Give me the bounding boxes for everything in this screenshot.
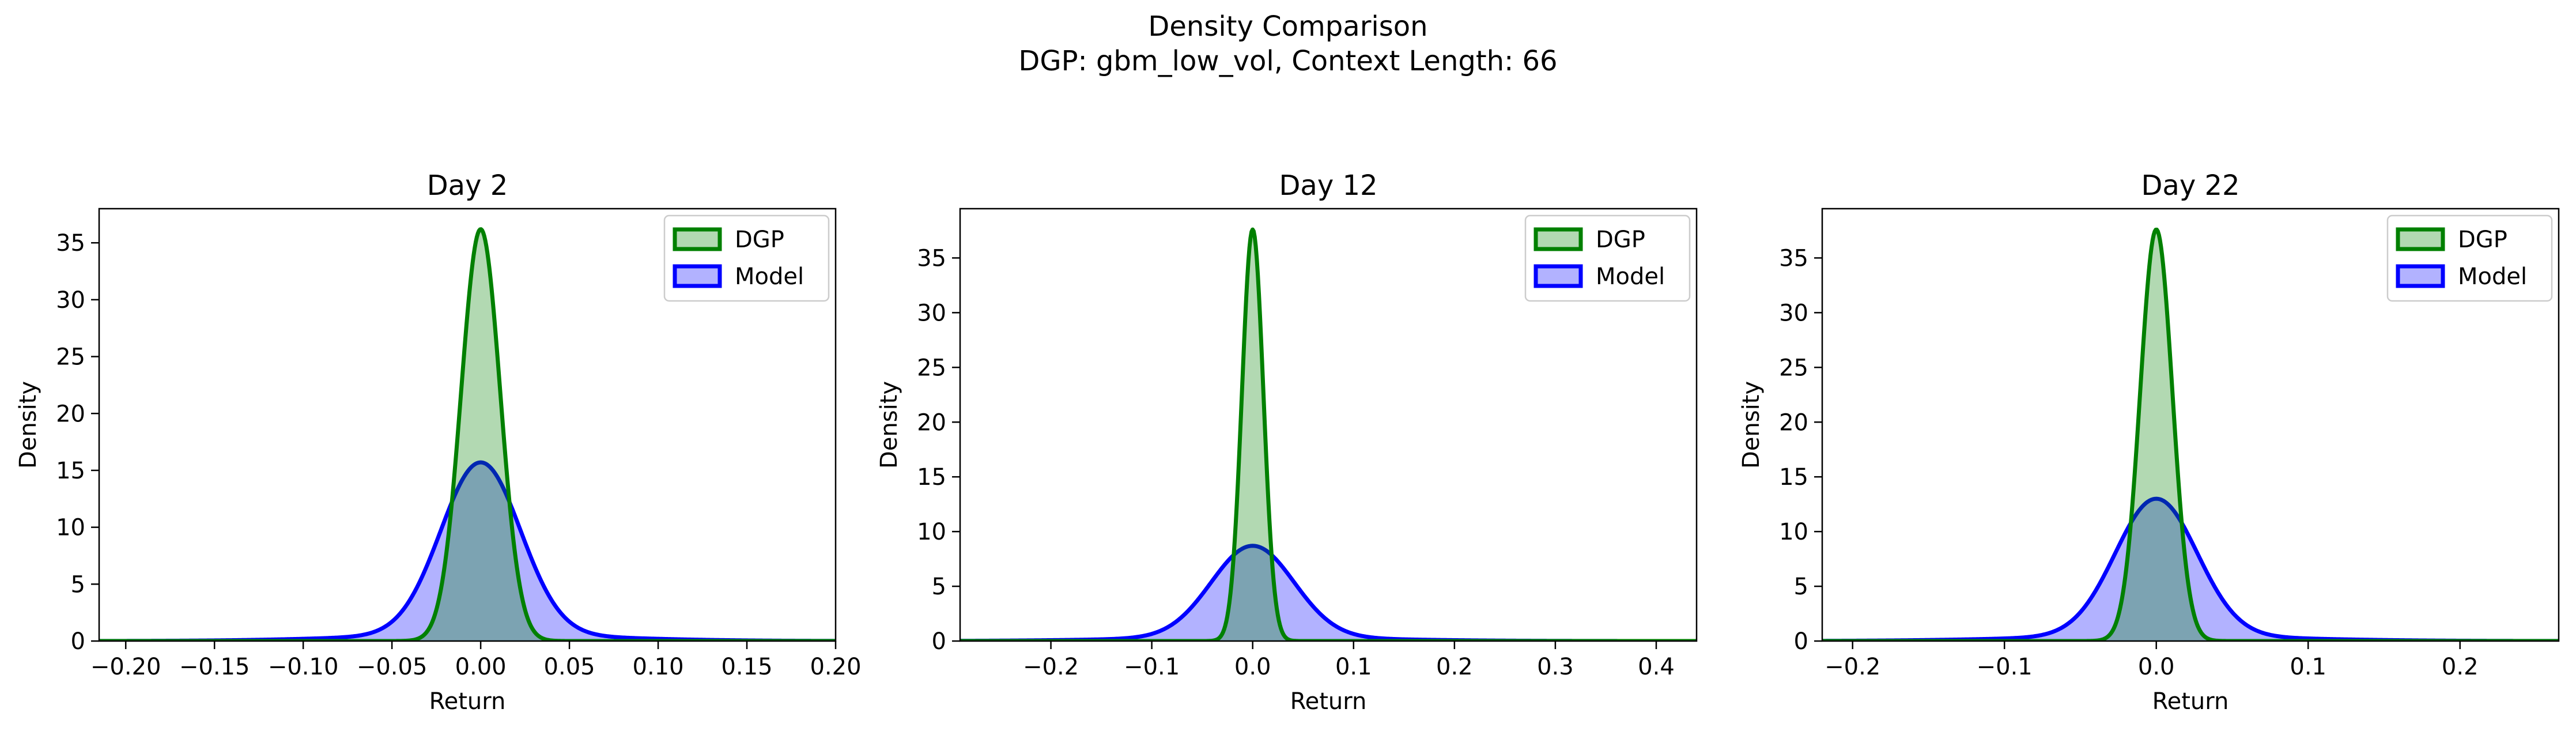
legend-box	[2386, 214, 2553, 302]
legend: DGP Model	[663, 214, 830, 302]
legend-label-model: Model	[2458, 263, 2527, 290]
legend-swatch-model	[2396, 264, 2445, 288]
model-density-fill	[1822, 499, 2559, 641]
x-tick-label: 0.1	[2290, 654, 2326, 680]
subplot-2: Day 12 −0.2 −0.1 0.0 0.1 0.2 0.3 0.4 0 5 10 15 20 25 3…	[876, 169, 1698, 715]
x-tick-label: −0.15	[179, 654, 250, 680]
x-tick-label: 0.0	[1234, 654, 1271, 680]
legend-label-dgp: DGP	[735, 227, 784, 253]
y-tick-label: 30	[1779, 300, 1808, 326]
figure-title: Density Comparison	[1148, 10, 1427, 43]
y-tick-label: 10	[1779, 519, 1808, 545]
legend: DGP Model	[1524, 214, 1691, 302]
y-tick-label: 15	[917, 464, 946, 491]
legend-swatch-dgp	[673, 227, 722, 251]
legend-swatch-dgp	[2396, 227, 2445, 251]
subplot-1: Day 2 −0.20 −0.15 −0.10 −0.05 0.00 0.05 0.10 0.1…	[15, 169, 862, 715]
dgp-density-line	[99, 227, 836, 641]
subplot-title: Day 22	[2141, 169, 2239, 202]
y-tick-label: 20	[56, 401, 85, 427]
x-axis-label: Return	[1290, 688, 1367, 715]
x-axis-label: Return	[2152, 688, 2229, 715]
y-tick-label: 25	[1779, 355, 1808, 381]
y-tick-label: 0	[932, 628, 946, 655]
x-tick-label: 0.2	[1436, 654, 1473, 680]
y-tick-label: 15	[56, 458, 85, 484]
x-tick-label: 0.10	[633, 654, 684, 680]
y-tick-label: 25	[56, 344, 85, 371]
legend-swatch-dgp	[1533, 227, 1583, 251]
y-tick-label: 25	[917, 355, 946, 381]
y-tick-label: 5	[1794, 574, 1808, 600]
y-tick-label: 35	[1779, 245, 1808, 272]
y-tick-label: 10	[56, 515, 85, 541]
subplot-title: Day 12	[1279, 169, 1377, 202]
axes-frame	[98, 208, 837, 642]
x-tick-label: −0.2	[1825, 654, 1880, 680]
y-tick-label: 30	[917, 300, 946, 326]
y-tick-label: 20	[1779, 409, 1808, 436]
legend-label-dgp: DGP	[1596, 227, 1645, 253]
x-tick-label: 0.05	[544, 654, 595, 680]
x-tick-label: −0.05	[357, 654, 428, 680]
legend-label-model: Model	[735, 263, 804, 290]
legend-box	[1524, 214, 1691, 302]
y-tick-label: 35	[917, 245, 946, 272]
x-tick-label: 0.0	[2138, 654, 2175, 680]
y-axis-label: Density	[1738, 381, 1765, 469]
x-tick-label: −0.20	[90, 654, 161, 680]
y-tick-label: 5	[932, 574, 946, 600]
legend-swatch-model	[673, 264, 722, 288]
x-tick-label: 0.00	[455, 654, 507, 680]
legend-swatch-model	[1533, 264, 1583, 288]
y-tick-label: 5	[71, 571, 85, 598]
dgp-density-fill	[99, 229, 836, 641]
axes-frame	[959, 208, 1698, 642]
y-tick-label: 10	[917, 519, 946, 545]
y-axis-label: Density	[876, 381, 902, 469]
y-axis-label: Density	[15, 381, 41, 469]
y-tick-label: 15	[1779, 464, 1808, 491]
subplot-title: Day 2	[427, 169, 508, 202]
legend-box	[663, 214, 830, 302]
x-tick-label: −0.10	[268, 654, 339, 680]
x-axis-label: Return	[429, 688, 506, 715]
x-tick-label: 0.15	[721, 654, 772, 680]
x-tick-label: 0.20	[810, 654, 861, 680]
x-tick-label: 0.4	[1638, 654, 1675, 680]
subplot-3: Day 22 −0.2 −0.1 0.0 0.1 0.2 0 5 10 15 20 25 30 35 Ret…	[1738, 169, 2560, 715]
x-tick-label: −0.1	[1977, 654, 2033, 680]
y-tick-label: 0	[71, 628, 85, 655]
y-tick-label: 20	[917, 409, 946, 436]
y-tick-label: 35	[56, 230, 85, 257]
model-density-fill	[99, 462, 836, 641]
axes-frame	[1821, 208, 2560, 642]
dgp-density-line	[1822, 227, 2559, 641]
y-tick-label: 30	[56, 287, 85, 314]
figure-subtitle: DGP: gbm_low_vol, Context Length: 66	[1018, 45, 1557, 77]
legend-label-dgp: DGP	[2458, 227, 2507, 253]
x-tick-label: −0.2	[1023, 654, 1079, 680]
y-tick-label: 0	[1794, 628, 1808, 655]
x-tick-label: 0.2	[2442, 654, 2479, 680]
x-tick-label: −0.1	[1124, 654, 1180, 680]
x-tick-label: 0.1	[1335, 654, 1372, 680]
legend: DGP Model	[2386, 214, 2553, 302]
subplot-panels: Day 2−0.20 −0.15 −0.10 −0.05 0.00 0.05 0.10 0.1…	[15, 169, 2560, 715]
x-tick-label: 0.3	[1537, 654, 1574, 680]
legend-label-model: Model	[1596, 263, 1665, 290]
